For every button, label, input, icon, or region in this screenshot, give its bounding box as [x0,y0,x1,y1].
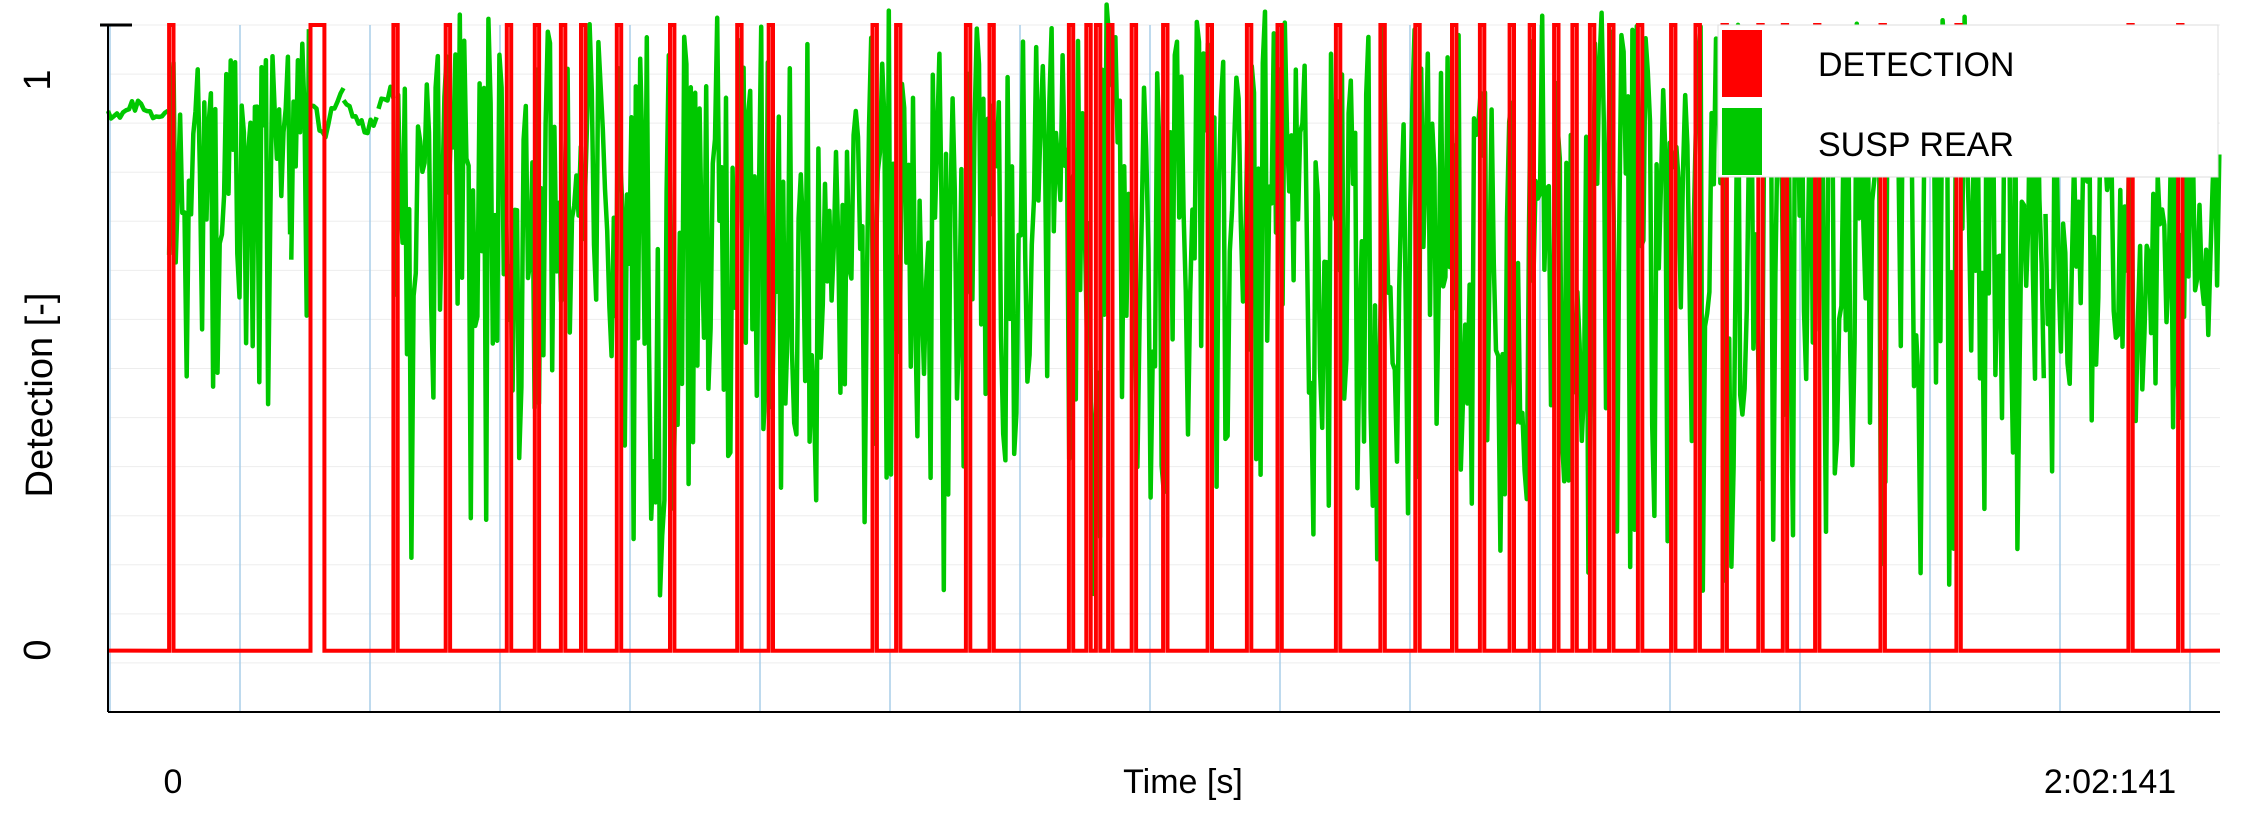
x-axis-label: Time [s] [1123,763,1243,801]
susp-rear-line-segment [166,53,293,407]
x-tick-label-start: 0 [164,763,183,801]
legend: DETECTION SUSP REAR [1717,24,2219,178]
detection-step-line [107,23,2221,653]
susp-rear-line-segment [376,84,396,110]
x-tick-label-end: 2:02:141 [2044,763,2176,801]
y-tick-label-0: 0 [17,639,59,660]
axes [100,23,2220,713]
susp-rear-line-segment [310,87,346,140]
legend-label-susp-rear: SUSP REAR [1818,126,2014,164]
legend-label-detection: DETECTION [1818,46,2014,84]
y-axis-label: Detection [-] [19,293,61,498]
susp-rear-line-segment [289,29,312,318]
susp-rear-line-segment [341,98,379,136]
legend-box [1717,24,2219,178]
legend-swatch-detection [1722,30,1762,97]
susp-rear-line-segment [105,98,170,121]
legend-swatch-susp-rear [1722,108,1762,175]
y-tick-label-1: 1 [17,69,59,90]
